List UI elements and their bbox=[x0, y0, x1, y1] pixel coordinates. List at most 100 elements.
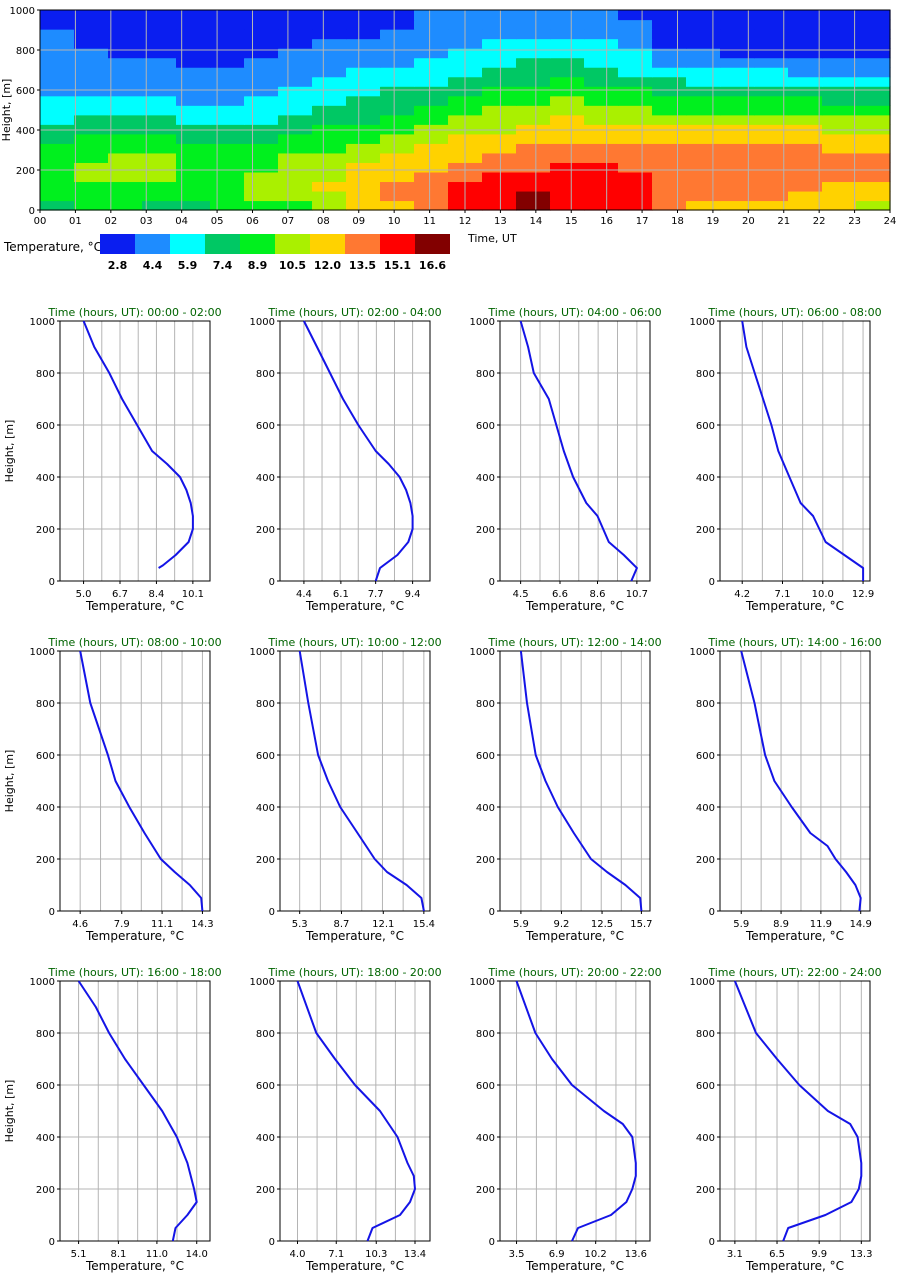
heatmap-cell bbox=[380, 95, 415, 106]
profile-ytick-label: 400 bbox=[256, 803, 275, 814]
heatmap-cell bbox=[176, 38, 211, 49]
profile-xtick-label: 13.6 bbox=[625, 1249, 647, 1260]
heatmap-cell bbox=[278, 19, 313, 30]
profile-xtick-label: 7.1 bbox=[328, 1249, 344, 1260]
heatmap-cell bbox=[652, 86, 687, 97]
heatmap-cell bbox=[788, 114, 823, 125]
heatmap-cell bbox=[414, 95, 449, 106]
legend-swatch bbox=[135, 234, 170, 254]
heatmap-cell bbox=[788, 171, 823, 183]
profile-ytick-label: 800 bbox=[476, 369, 495, 380]
heatmap-cell bbox=[40, 143, 75, 154]
profile-curve bbox=[733, 980, 863, 1242]
heatmap-cell bbox=[210, 162, 245, 173]
heatmap-cell bbox=[618, 162, 653, 173]
profile-ytick-label: 600 bbox=[36, 421, 55, 432]
heatmap-cell bbox=[40, 10, 75, 21]
heatmap-cell bbox=[210, 124, 245, 135]
heatmap-cell bbox=[414, 190, 449, 202]
profile-ytick-label: 800 bbox=[36, 699, 55, 710]
profile-ytick-label: 1000 bbox=[470, 647, 495, 658]
heatmap-cell bbox=[482, 114, 517, 125]
heatmap-cell bbox=[74, 114, 109, 125]
heatmap-cell bbox=[278, 152, 313, 163]
heatmap-cell bbox=[210, 67, 245, 78]
heatmap-cell bbox=[108, 181, 143, 192]
profile-xtick-label: 8.1 bbox=[110, 1249, 126, 1260]
heatmap-cell bbox=[40, 86, 75, 97]
heatmap-xtick-label: 23 bbox=[848, 216, 861, 227]
heatmap-cell bbox=[108, 48, 143, 59]
profile-grid bbox=[500, 320, 650, 582]
profile-xtick-label: 8.4 bbox=[148, 589, 164, 600]
profile-ytick-label: 800 bbox=[256, 369, 275, 380]
heatmap-cell bbox=[788, 67, 823, 78]
heatmap-cell bbox=[822, 48, 857, 59]
heatmap-xtick-label: 05 bbox=[211, 216, 224, 227]
heatmap-cell bbox=[618, 67, 653, 78]
heatmap-cell bbox=[74, 76, 109, 87]
legend-swatch bbox=[275, 234, 310, 254]
profile-ytick-label: 400 bbox=[36, 473, 55, 484]
profile-ytick-label: 0 bbox=[269, 1237, 275, 1248]
heatmap-cell bbox=[788, 86, 823, 97]
profile-xtick-label: 13.3 bbox=[850, 1249, 872, 1260]
heatmap-cell bbox=[856, 19, 891, 30]
heatmap-cell bbox=[584, 105, 619, 116]
profile-ytick-label: 0 bbox=[709, 577, 715, 588]
heatmap-xtick-label: 11 bbox=[423, 216, 436, 227]
heatmap-cell bbox=[380, 76, 415, 87]
heatmap-cell bbox=[278, 171, 313, 183]
profile-curve bbox=[77, 980, 198, 1242]
heatmap-cell bbox=[346, 57, 381, 68]
heatmap-cell bbox=[652, 190, 687, 202]
heatmap-cell bbox=[754, 95, 789, 106]
heatmap-cell bbox=[74, 200, 109, 211]
heatmap-cell bbox=[550, 162, 585, 173]
profile-xtick-label: 7.7 bbox=[368, 589, 384, 600]
heatmap-cell bbox=[584, 19, 619, 30]
profile-ytick-label: 800 bbox=[36, 1029, 55, 1040]
profile-ytick-label: 200 bbox=[256, 1185, 275, 1196]
heatmap-cell bbox=[550, 133, 585, 144]
heatmap-cell bbox=[516, 162, 551, 173]
heatmap-xtick-label: 07 bbox=[282, 216, 295, 227]
profile-panel: Time (hours, UT): 22:00 - 24:00 0 200 400 60… bbox=[690, 966, 882, 1273]
heatmap-cell bbox=[788, 76, 823, 87]
profile-xtick-label: 6.5 bbox=[769, 1249, 785, 1260]
heatmap-cell bbox=[312, 29, 347, 40]
heatmap-cell bbox=[142, 181, 177, 192]
heatmap-cell bbox=[176, 57, 211, 68]
heatmap-cell bbox=[380, 133, 415, 144]
heatmap-cell bbox=[74, 152, 109, 163]
profile-xtick-label: 8.7 bbox=[334, 919, 350, 930]
profile-ytick-label: 0 bbox=[489, 1237, 495, 1248]
heatmap-cell bbox=[754, 152, 789, 163]
profile-ylabel: Height, [m] bbox=[3, 750, 16, 813]
heatmap-cell bbox=[686, 19, 721, 30]
heatmap-cell bbox=[380, 10, 415, 21]
profile-grid bbox=[500, 980, 650, 1242]
heatmap-cell bbox=[142, 29, 177, 40]
heatmap-cell bbox=[380, 143, 415, 154]
heatmap-cell bbox=[210, 105, 245, 116]
heatmap-cell bbox=[856, 114, 891, 125]
profile-xlabel: Temperature, °C bbox=[305, 1259, 404, 1273]
heatmap-cell bbox=[516, 10, 551, 21]
profile-ytick-label: 200 bbox=[36, 525, 55, 536]
heatmap-cell bbox=[176, 48, 211, 59]
heatmap-cell bbox=[176, 162, 211, 173]
profile-curve bbox=[296, 980, 416, 1242]
profile-frame bbox=[719, 320, 871, 582]
heatmap-cell bbox=[108, 190, 143, 202]
profile-frame bbox=[499, 650, 651, 912]
profile-grid bbox=[60, 650, 210, 912]
profile-ytick-label: 0 bbox=[49, 577, 55, 588]
profile-ytick-label: 0 bbox=[709, 1237, 715, 1248]
heatmap-cell bbox=[754, 57, 789, 68]
heatmap-cell bbox=[142, 67, 177, 78]
heatmap-cell bbox=[312, 86, 347, 97]
heatmap-cell bbox=[244, 86, 279, 97]
heatmap-cell bbox=[788, 190, 823, 202]
heatmap-cell bbox=[618, 152, 653, 163]
